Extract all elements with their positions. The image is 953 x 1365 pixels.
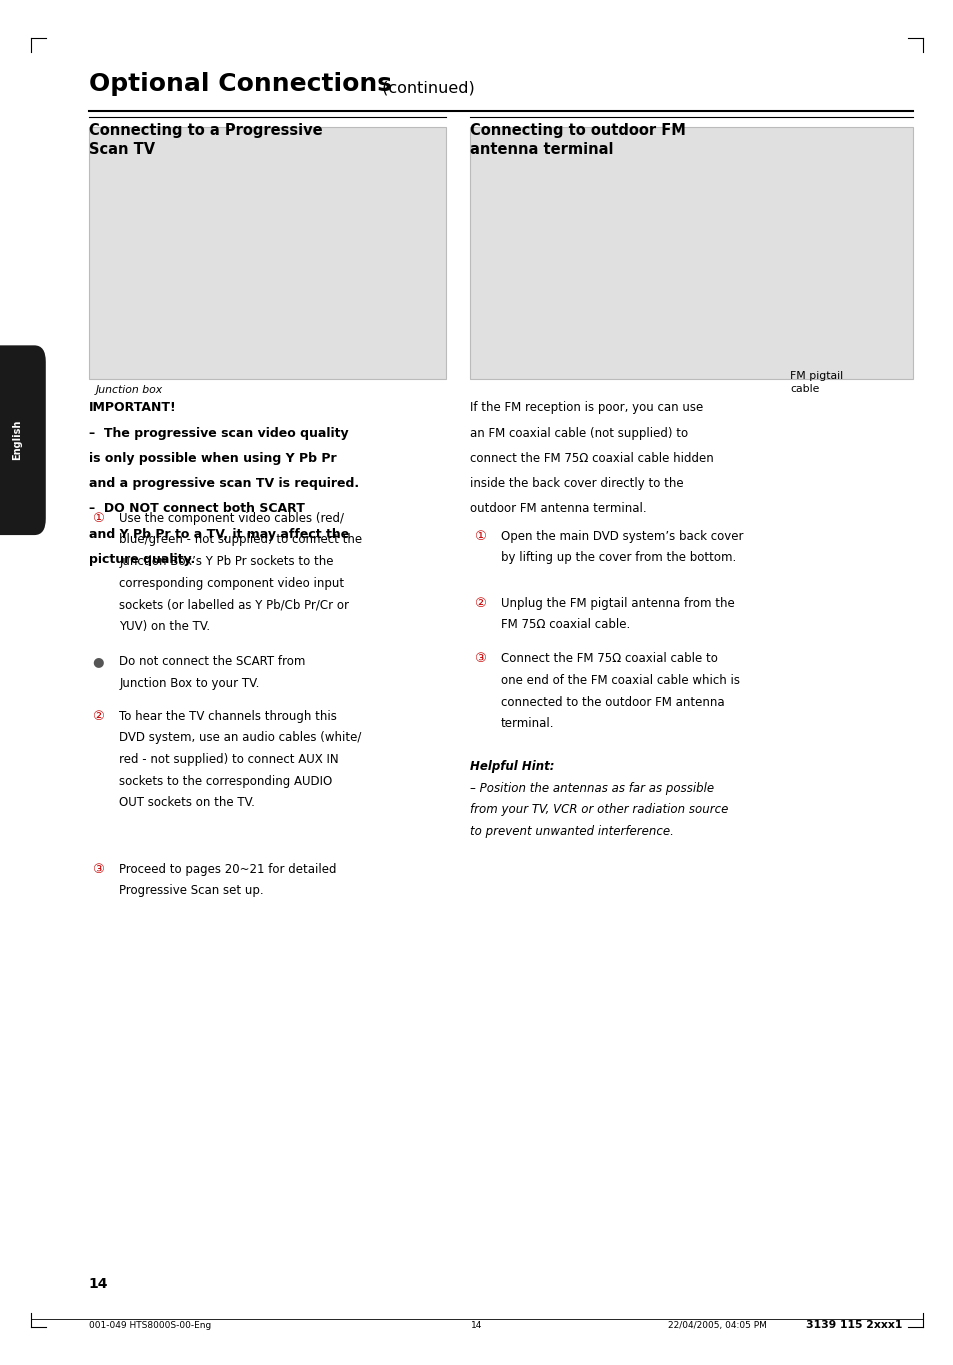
Text: an FM coaxial cable (not supplied) to: an FM coaxial cable (not supplied) to [470,426,688,440]
Text: ②: ② [92,710,104,723]
Text: sockets (or labelled as Y Pb/Cb Pr/Cr or: sockets (or labelled as Y Pb/Cb Pr/Cr or [119,598,349,612]
Text: – Position the antennas as far as possible: – Position the antennas as far as possib… [470,782,714,794]
FancyBboxPatch shape [0,345,46,535]
Text: to prevent unwanted interference.: to prevent unwanted interference. [470,824,674,838]
Text: 3139 115 2xxx1: 3139 115 2xxx1 [805,1320,902,1330]
Text: 14: 14 [471,1320,482,1330]
Text: inside the back cover directly to the: inside the back cover directly to the [470,478,683,490]
Text: Connecting to a Progressive
Scan TV: Connecting to a Progressive Scan TV [89,123,322,157]
Text: ●: ● [92,655,104,669]
Text: blue/green - not supplied) to connect the: blue/green - not supplied) to connect th… [119,534,362,546]
Text: red - not supplied) to connect AUX IN: red - not supplied) to connect AUX IN [119,753,338,766]
Text: Helpful Hint:: Helpful Hint: [470,760,555,774]
Text: corresponding component video input: corresponding component video input [119,576,344,590]
Text: connected to the outdoor FM antenna: connected to the outdoor FM antenna [500,696,723,708]
Text: To hear the TV channels through this: To hear the TV channels through this [119,710,336,723]
Text: picture quality.: picture quality. [89,553,194,566]
Text: –  DO NOT connect both SCART: – DO NOT connect both SCART [89,502,304,516]
FancyBboxPatch shape [89,127,446,379]
Text: terminal.: terminal. [500,717,554,730]
FancyBboxPatch shape [470,127,912,379]
Text: ②: ② [474,597,485,610]
Text: YUV) on the TV.: YUV) on the TV. [119,620,211,633]
Text: from your TV, VCR or other radiation source: from your TV, VCR or other radiation sou… [470,804,728,816]
Text: If the FM reception is poor, you can use: If the FM reception is poor, you can use [470,401,702,415]
Text: 001-049 HTS8000S-00-Eng: 001-049 HTS8000S-00-Eng [89,1320,211,1330]
Text: OUT sockets on the TV.: OUT sockets on the TV. [119,796,254,809]
Text: Use the component video cables (red/: Use the component video cables (red/ [119,512,344,526]
Text: and a progressive scan TV is required.: and a progressive scan TV is required. [89,478,358,490]
Text: Junction Box to your TV.: Junction Box to your TV. [119,677,259,689]
Text: Do not connect the SCART from: Do not connect the SCART from [119,655,305,669]
Text: connect the FM 75Ω coaxial cable hidden: connect the FM 75Ω coaxial cable hidden [470,452,714,465]
Text: Connecting to outdoor FM
antenna terminal: Connecting to outdoor FM antenna termina… [470,123,685,157]
Text: (continued): (continued) [376,81,474,96]
Text: ①: ① [92,512,104,526]
Text: 22/04/2005, 04:05 PM: 22/04/2005, 04:05 PM [667,1320,766,1330]
Text: FM 75Ω coaxial cable.: FM 75Ω coaxial cable. [500,618,629,631]
Text: Junction box: Junction box [95,385,162,394]
Text: Junction Box’s Y Pb Pr sockets to the: Junction Box’s Y Pb Pr sockets to the [119,556,334,568]
Text: outdoor FM antenna terminal.: outdoor FM antenna terminal. [470,502,646,516]
Text: FM pigtail
cable: FM pigtail cable [789,371,842,393]
Text: 14: 14 [89,1278,108,1291]
Text: –  The progressive scan video quality: – The progressive scan video quality [89,426,348,440]
Text: by lifting up the cover from the bottom.: by lifting up the cover from the bottom. [500,551,736,564]
Text: DVD system, use an audio cables (white/: DVD system, use an audio cables (white/ [119,732,361,744]
Text: ③: ③ [474,652,485,666]
Text: Optional Connections: Optional Connections [89,71,392,96]
Text: and Y Pb Pr to a TV, it may affect the: and Y Pb Pr to a TV, it may affect the [89,528,349,541]
Text: Proceed to pages 20~21 for detailed: Proceed to pages 20~21 for detailed [119,863,336,876]
Text: IMPORTANT!: IMPORTANT! [89,401,176,415]
Text: Connect the FM 75Ω coaxial cable to: Connect the FM 75Ω coaxial cable to [500,652,717,666]
Text: Open the main DVD system’s back cover: Open the main DVD system’s back cover [500,530,742,543]
Text: sockets to the corresponding AUDIO: sockets to the corresponding AUDIO [119,774,333,788]
Text: one end of the FM coaxial cable which is: one end of the FM coaxial cable which is [500,674,740,687]
Text: Unplug the FM pigtail antenna from the: Unplug the FM pigtail antenna from the [500,597,734,610]
Text: English: English [12,420,22,460]
Text: ①: ① [474,530,485,543]
Text: Progressive Scan set up.: Progressive Scan set up. [119,885,264,897]
Text: is only possible when using Y Pb Pr: is only possible when using Y Pb Pr [89,452,336,465]
Text: ③: ③ [92,863,104,876]
